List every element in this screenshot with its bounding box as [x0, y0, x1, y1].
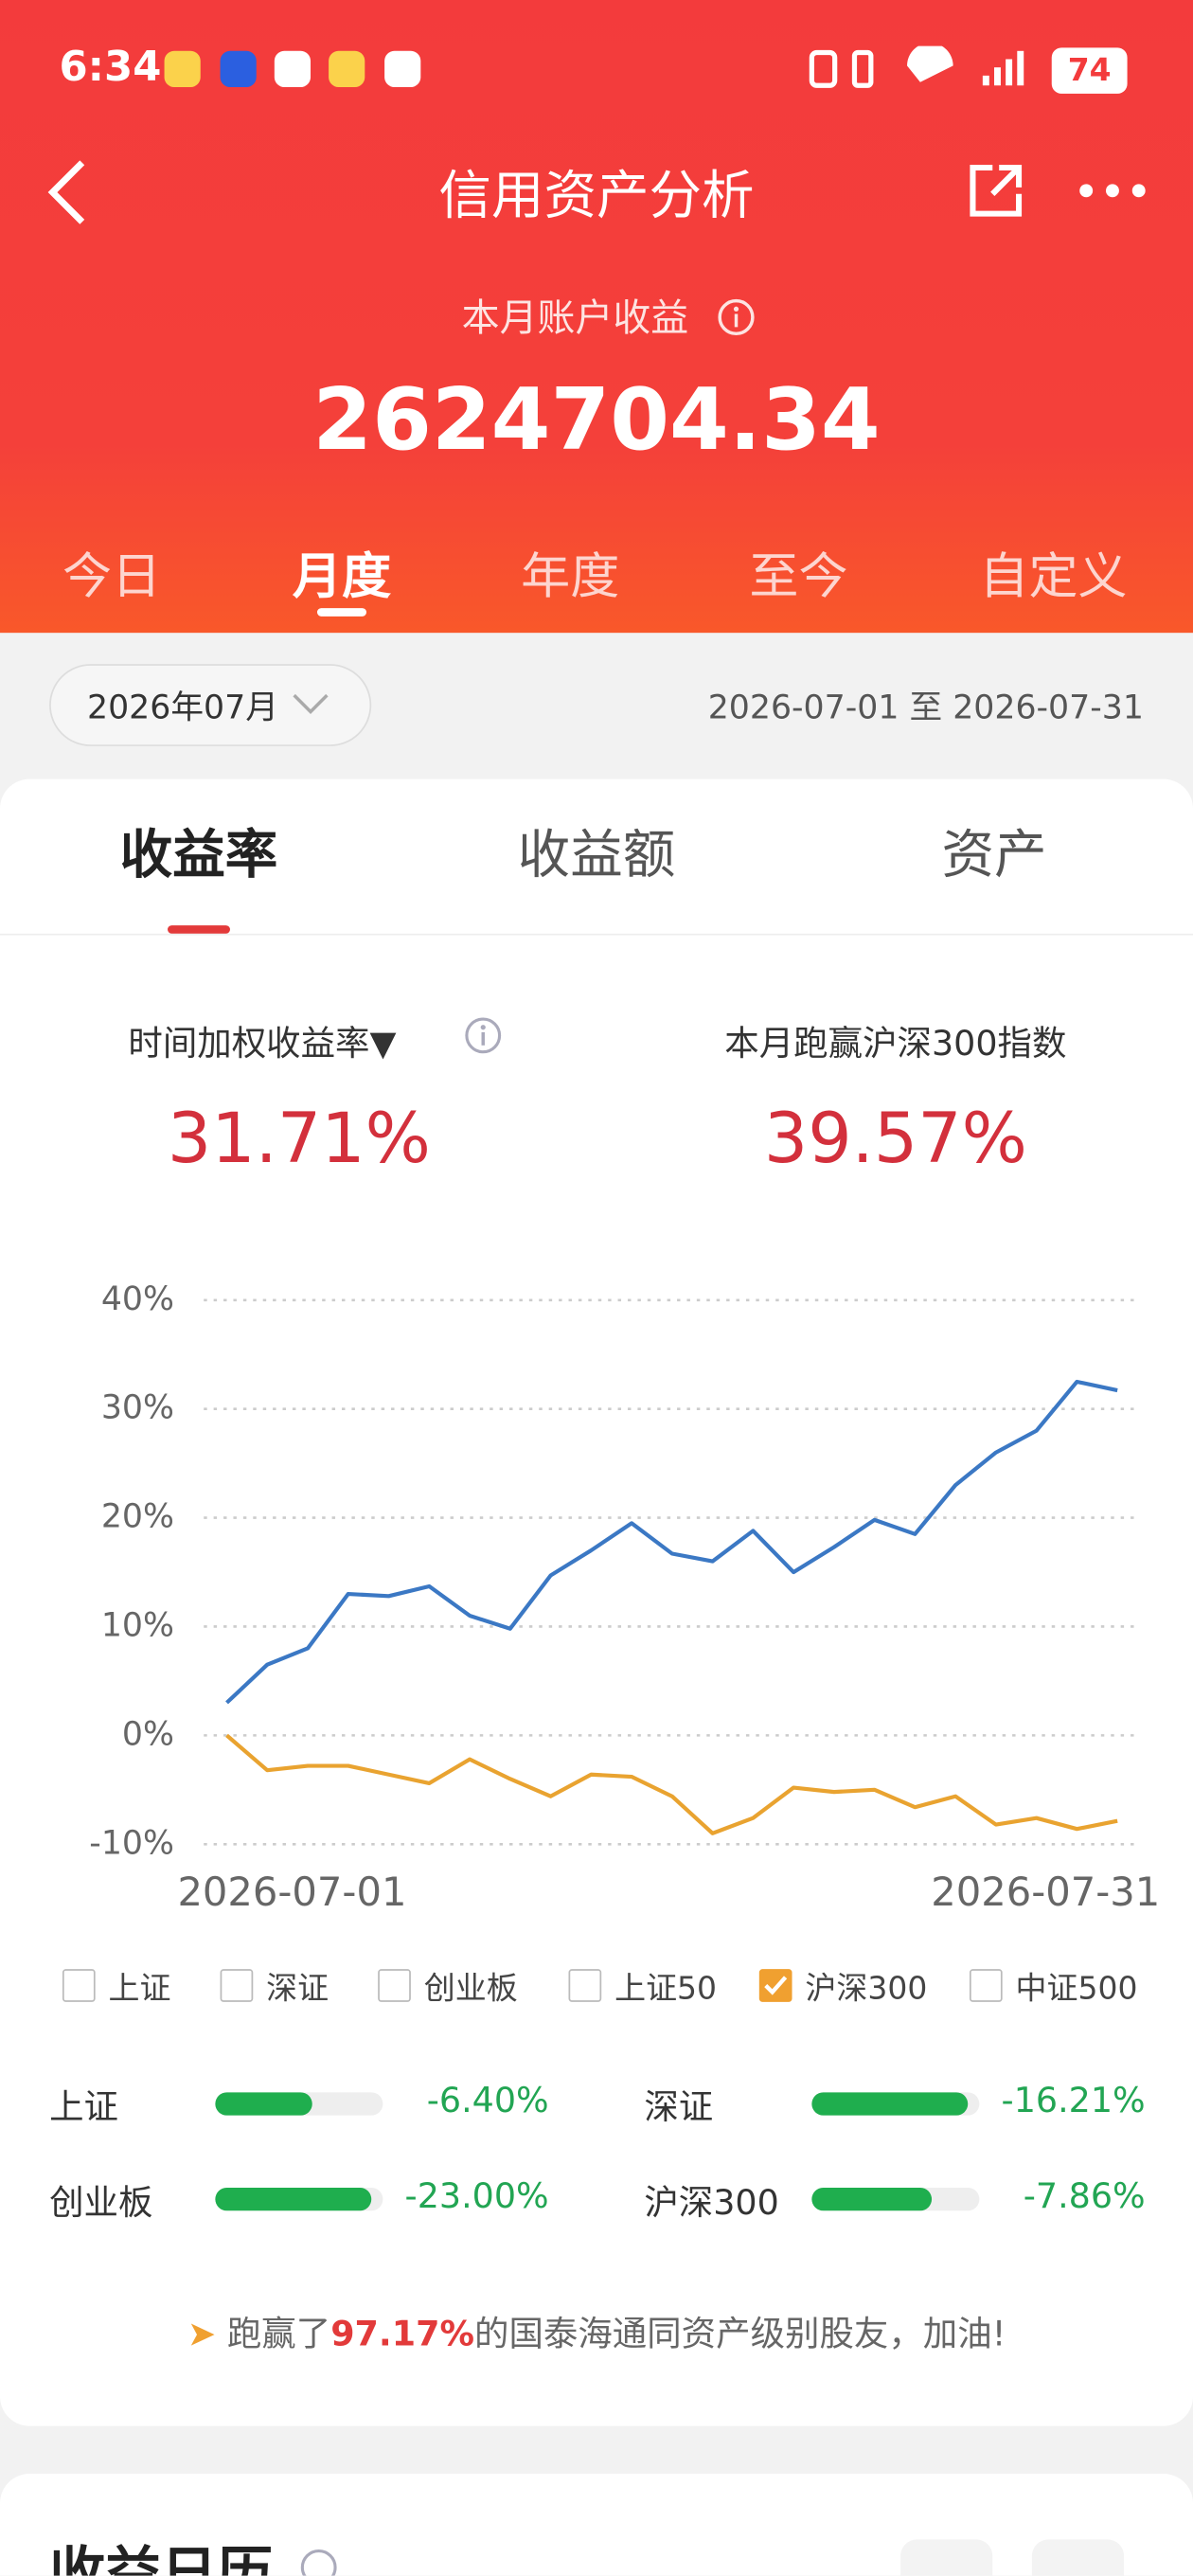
period-tab[interactable]: 至今 — [749, 548, 848, 607]
runner-icon: ➤ — [187, 2314, 217, 2354]
status-time: 6:34 — [59, 43, 162, 91]
chart-toggle[interactable] — [1031, 2539, 1125, 2576]
bar-fill — [811, 2092, 968, 2116]
metric-tab[interactable]: 资产 — [941, 823, 1047, 886]
bar-fill — [811, 2187, 933, 2211]
metric-tab[interactable]: 收益额 — [517, 823, 676, 886]
summary-value: 2624704.34 — [312, 371, 881, 471]
share-button[interactable] — [966, 161, 1024, 220]
series-line — [225, 1379, 1118, 1705]
x-tick-label: 2026-07-01 — [177, 1869, 406, 1915]
checkbox[interactable] — [378, 1969, 411, 2002]
compare-label: 沪深300 — [644, 2182, 779, 2223]
y-tick-label: 20% — [101, 1498, 174, 1536]
bar-fill — [215, 2092, 313, 2116]
tab-indicator — [168, 925, 230, 934]
date-range: 2026-07-01 至 2026-07-31 — [707, 687, 1144, 727]
page-title: 信用资产分析 — [438, 164, 755, 227]
calendar-title: 收益日历 — [49, 2541, 274, 2576]
checkbox[interactable] — [62, 1969, 96, 2002]
more-button[interactable] — [1078, 177, 1148, 204]
checkbox[interactable] — [220, 1969, 254, 2002]
battery: 74 — [1051, 47, 1128, 94]
y-tick-label: 40% — [101, 1280, 174, 1318]
option-label[interactable]: 上证50 — [614, 1970, 718, 2008]
metric-value: 31.71% — [167, 1098, 431, 1179]
y-tick-label: 30% — [101, 1389, 174, 1427]
period-tab[interactable]: 今日 — [62, 548, 162, 607]
compare-label: 创业板 — [49, 2182, 153, 2223]
chevron — [293, 693, 329, 714]
note-highlight: 97.17% — [330, 2314, 475, 2354]
compare-label: 上证 — [49, 2087, 118, 2127]
info-icon[interactable] — [463, 1016, 503, 1056]
metric-value: 39.57% — [763, 1098, 1027, 1179]
checkbox[interactable] — [969, 1969, 1003, 2002]
option-label[interactable]: 创业板 — [423, 1970, 518, 2008]
bar-fill — [215, 2187, 371, 2211]
series-line — [225, 1733, 1118, 1835]
metric-tab[interactable]: 收益率 — [119, 823, 278, 886]
info-icon[interactable] — [717, 297, 757, 337]
month-text: 2026年07月 — [86, 687, 278, 727]
y-tick-label: 10% — [101, 1606, 174, 1644]
option-label[interactable]: 中证500 — [1015, 1970, 1138, 2008]
calendar-toggle[interactable] — [900, 2539, 993, 2576]
x-tick-label: 2026-07-31 — [931, 1869, 1160, 1915]
info-icon[interactable] — [299, 2548, 339, 2576]
option-label[interactable]: 上证 — [108, 1970, 171, 2008]
compare-value: -6.40% — [426, 2081, 549, 2120]
y-tick-label: -10% — [89, 1824, 174, 1862]
note: ➤ 跑赢了97.17%的国泰海通同资产级别股友，加油! — [187, 2308, 1006, 2357]
option-label[interactable]: 深证 — [266, 1970, 329, 2008]
metric-label[interactable]: 时间加权收益率▼ — [128, 1024, 397, 1064]
app-icon — [384, 50, 421, 87]
period-tab[interactable]: 月度 — [292, 548, 392, 607]
period-tab[interactable]: 自定义 — [979, 548, 1128, 607]
app-icon — [329, 50, 365, 87]
compare-value: -16.21% — [1001, 2081, 1146, 2120]
checkbox[interactable] — [758, 1969, 792, 2002]
analysis-card — [0, 778, 1193, 2426]
period-tab[interactable]: 年度 — [521, 548, 620, 607]
metric-label: 本月跑赢沪深300指数 — [724, 1024, 1067, 1064]
calendar-card — [0, 2473, 1193, 2576]
note-text: 的国泰海通同资产级别股友，加油! — [474, 2314, 1006, 2354]
tab-indicator — [316, 608, 367, 617]
summary-label: 本月账户收益 — [461, 297, 689, 341]
app-icon — [164, 50, 201, 87]
checkbox[interactable] — [568, 1969, 602, 2002]
divider — [0, 933, 1193, 936]
option-label[interactable]: 沪深300 — [805, 1970, 928, 2008]
y-tick-label: 0% — [122, 1715, 174, 1753]
header — [0, 0, 1193, 634]
compare-value: -7.86% — [1023, 2175, 1146, 2216]
back-button[interactable] — [43, 158, 92, 227]
compare-value: -23.00% — [404, 2175, 549, 2216]
app-icon — [274, 50, 312, 87]
compare-label: 深证 — [644, 2087, 714, 2127]
check-mark — [764, 1976, 788, 1995]
app-icon — [220, 50, 257, 87]
status-icons — [809, 45, 1024, 88]
note-text: 跑赢了 — [226, 2314, 331, 2354]
